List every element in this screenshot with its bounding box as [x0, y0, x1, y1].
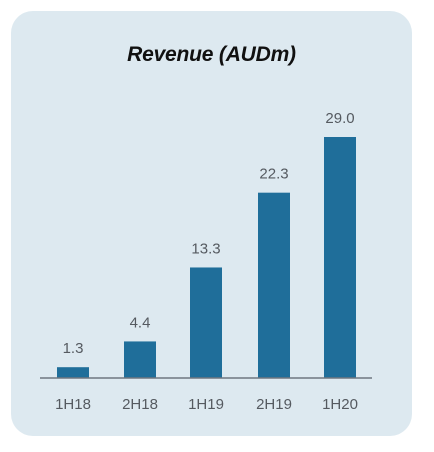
value-label: 29.0 [325, 110, 354, 127]
value-label: 4.4 [130, 314, 151, 331]
bar-1h20 [324, 137, 356, 378]
x-tick-label: 1H19 [188, 396, 224, 413]
bar-1h18 [57, 367, 89, 378]
bar-2h18 [124, 341, 156, 378]
bar-1h19 [190, 267, 222, 378]
value-label: 13.3 [191, 240, 220, 257]
value-label: 1.3 [63, 340, 84, 357]
bar-2h19 [258, 192, 290, 378]
chart-title: Revenue (AUDm) [127, 43, 296, 66]
x-tick-label: 2H19 [256, 396, 292, 413]
value-label: 22.3 [259, 166, 288, 183]
x-tick-label: 2H18 [122, 396, 158, 413]
x-tick-label: 1H18 [55, 396, 91, 413]
x-tick-label: 1H20 [322, 396, 358, 413]
